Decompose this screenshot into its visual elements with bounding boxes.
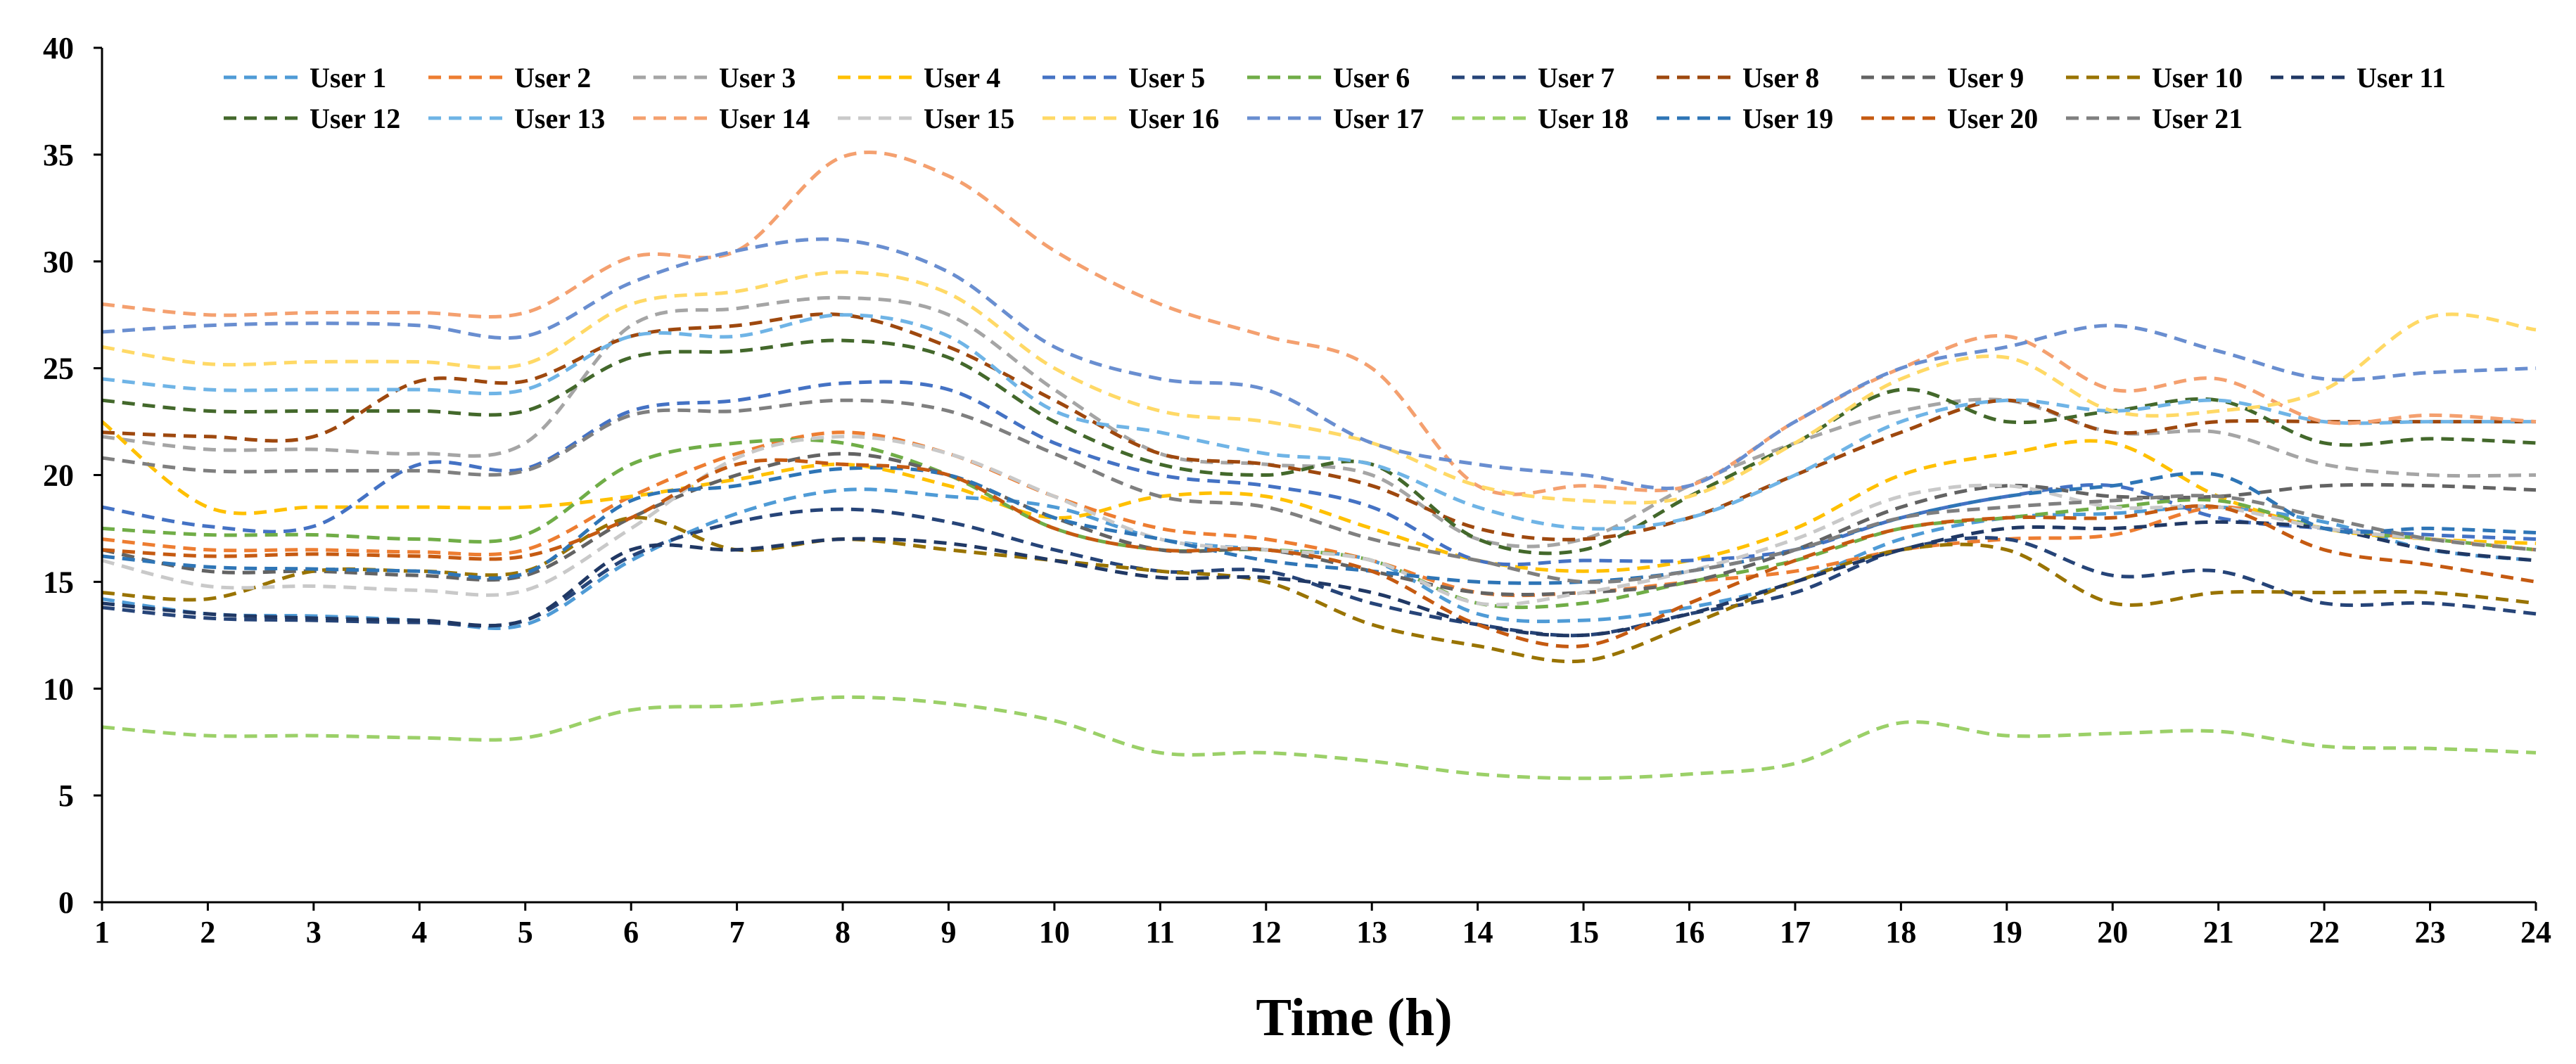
series-line-user-2 (101, 430, 2537, 598)
legend-item-user-21: User 21 (2066, 103, 2243, 134)
legend-label: User 11 (2357, 62, 2446, 94)
y-tick-label: 20 (43, 459, 74, 493)
legend-item-user-7: User 7 (1452, 62, 1614, 94)
x-tick-label: 9 (941, 915, 956, 949)
y-tick-label: 30 (43, 245, 74, 279)
series-line-user-12 (101, 338, 2537, 556)
series-lines (101, 150, 2537, 781)
series-line-user-10 (101, 515, 2537, 664)
x-tick-label: 11 (1146, 915, 1175, 949)
y-tick-label: 5 (58, 778, 74, 813)
legend-label: User 18 (1538, 103, 1628, 134)
legend-label: User 5 (1128, 62, 1205, 94)
x-tick-label: 23 (2415, 915, 2446, 949)
legend-item-user-1: User 1 (224, 62, 386, 94)
x-tick-label: 4 (412, 915, 427, 949)
x-tick-label: 18 (1885, 915, 1916, 949)
legend-label: User 19 (1742, 103, 1833, 134)
legend-label: User 9 (1947, 62, 2024, 94)
legend-item-user-12: User 12 (224, 103, 400, 134)
legend-item-user-13: User 13 (428, 103, 605, 134)
series-line-user-1 (101, 487, 2537, 630)
series-line-user-16 (101, 270, 2537, 505)
series-line-user-4 (101, 420, 2537, 573)
legend-item-user-17: User 17 (1247, 103, 1424, 134)
x-tick-label: 22 (2309, 915, 2340, 949)
legend-label: User 15 (924, 103, 1014, 134)
x-axis-title: Time (h) (1256, 988, 1452, 1047)
series-line-user-19 (101, 466, 2537, 585)
x-tick-label: 1 (94, 915, 110, 949)
series-line-user-8 (101, 312, 2536, 541)
y-tick-label: 10 (43, 672, 74, 706)
x-tick-label: 13 (1356, 915, 1387, 949)
x-tick-label: 2 (200, 915, 215, 949)
y-tick-label: 25 (43, 352, 74, 386)
legend-item-user-3: User 3 (633, 62, 796, 94)
legend-label: User 4 (924, 62, 1000, 94)
legend-label: User 16 (1128, 103, 1219, 134)
legend-label: User 2 (514, 62, 591, 94)
x-tick-label: 24 (2520, 915, 2551, 949)
legend-item-user-2: User 2 (428, 62, 591, 94)
series-line-user-7 (101, 507, 2537, 638)
legend-item-user-14: User 14 (633, 103, 810, 134)
legend-label: User 6 (1333, 62, 1410, 94)
x-tick-label: 3 (306, 915, 321, 949)
legend-item-user-4: User 4 (838, 62, 1000, 94)
y-tick-label: 40 (43, 31, 74, 65)
x-tick-label: 14 (1462, 915, 1493, 949)
series-line-user-14 (101, 150, 2537, 496)
x-tick-label: 15 (1568, 915, 1599, 949)
x-tick-label: 16 (1674, 915, 1705, 949)
x-tick-label: 12 (1251, 915, 1282, 949)
x-tick-label: 19 (1991, 915, 2022, 949)
x-tick-label: 20 (2097, 915, 2128, 949)
x-tick-label: 21 (2203, 915, 2234, 949)
legend-label: User 7 (1538, 62, 1614, 94)
legend-item-user-15: User 15 (838, 103, 1014, 134)
series-line-user-18 (101, 695, 2537, 781)
legend-item-user-8: User 8 (1657, 62, 1819, 94)
y-tick-label: 0 (58, 885, 74, 920)
x-tick-label: 7 (729, 915, 745, 949)
legend-label: User 20 (1947, 103, 2038, 134)
legend-item-user-19: User 19 (1657, 103, 1833, 134)
x-tick-label: 10 (1039, 915, 1070, 949)
x-tick-label: 17 (1780, 915, 1811, 949)
series-line-user-15 (101, 435, 2537, 607)
legend-label: User 13 (514, 103, 605, 134)
series-line-user-5 (101, 380, 2537, 567)
series-line-user-20 (101, 458, 2537, 648)
series-line-user-17 (101, 237, 2537, 490)
x-tick-label: 8 (835, 915, 850, 949)
legend-label: User 17 (1333, 103, 1424, 134)
legend-label: User 12 (310, 103, 400, 134)
series-line-user-21 (101, 398, 2537, 584)
x-tick-label: 6 (623, 915, 639, 949)
series-line-user-11 (101, 520, 2537, 638)
legend-label: User 21 (2152, 103, 2243, 134)
x-tick-label: 5 (518, 915, 533, 949)
legend-label: User 3 (719, 62, 796, 94)
legend-item-user-5: User 5 (1042, 62, 1205, 94)
legend-item-user-9: User 9 (1861, 62, 2024, 94)
legend-label: User 14 (719, 103, 810, 134)
legend-item-user-6: User 6 (1247, 62, 1410, 94)
y-tick-label: 15 (43, 565, 74, 599)
legend-item-user-16: User 16 (1042, 103, 1219, 134)
legend-label: User 1 (310, 62, 386, 94)
legend: User 1 User 2 User 3 User 4 User 5 User 6 User… (224, 62, 2446, 134)
series-line-user-13 (101, 313, 2536, 531)
legend-item-user-20: User 20 (1861, 103, 2038, 134)
y-tick-label: 35 (43, 138, 74, 172)
legend-item-user-18: User 18 (1452, 103, 1628, 134)
legend-label: User 8 (1742, 62, 1819, 94)
legend-item-user-10: User 10 (2066, 62, 2243, 94)
legend-label: User 10 (2152, 62, 2243, 94)
legend-item-user-11: User 11 (2271, 62, 2446, 94)
